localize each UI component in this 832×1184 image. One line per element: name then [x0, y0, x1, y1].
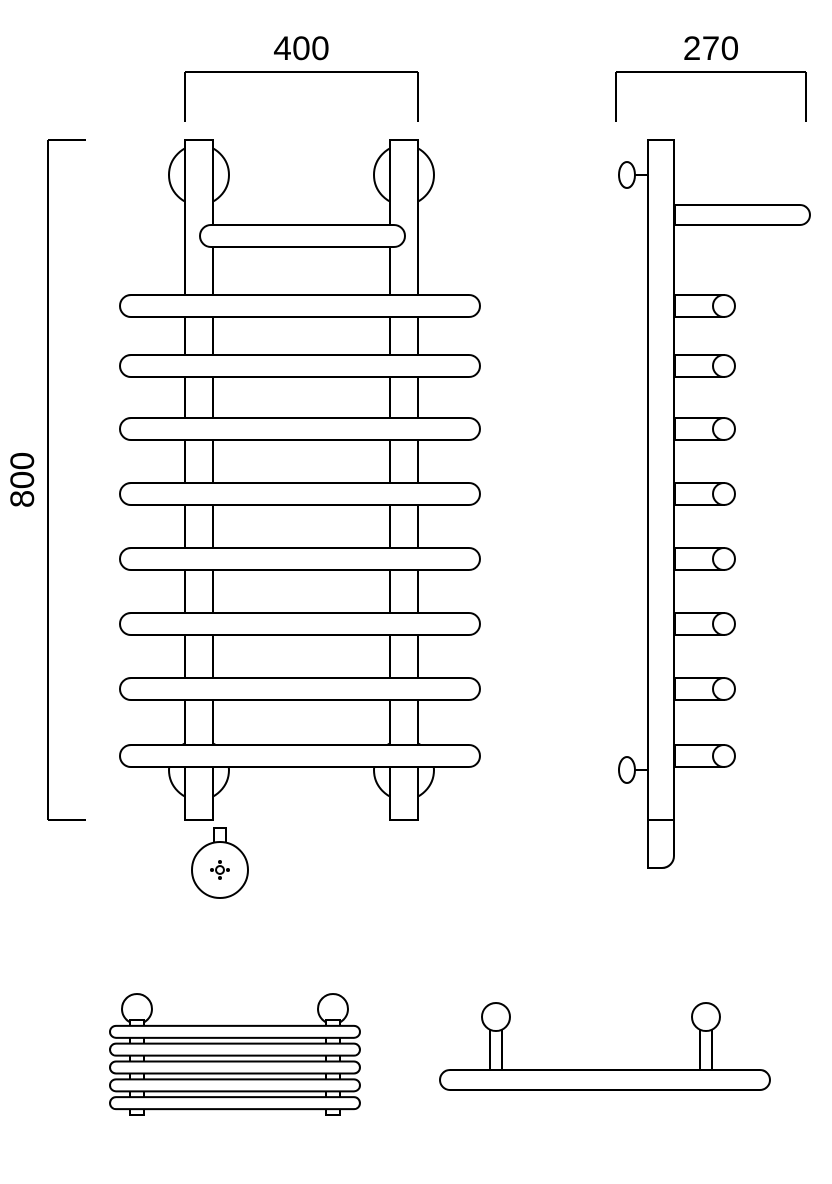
technical-drawing: 400 800 270: [0, 0, 832, 1184]
dim-depth-label: 270: [683, 30, 740, 68]
front-view: [48, 72, 480, 898]
dim-width-label: 400: [273, 30, 330, 68]
accessory-shelf-side: [440, 1003, 770, 1090]
accessory-shelf-front: [110, 994, 360, 1115]
side-view: [616, 72, 810, 868]
dim-height-label: 800: [4, 452, 42, 509]
